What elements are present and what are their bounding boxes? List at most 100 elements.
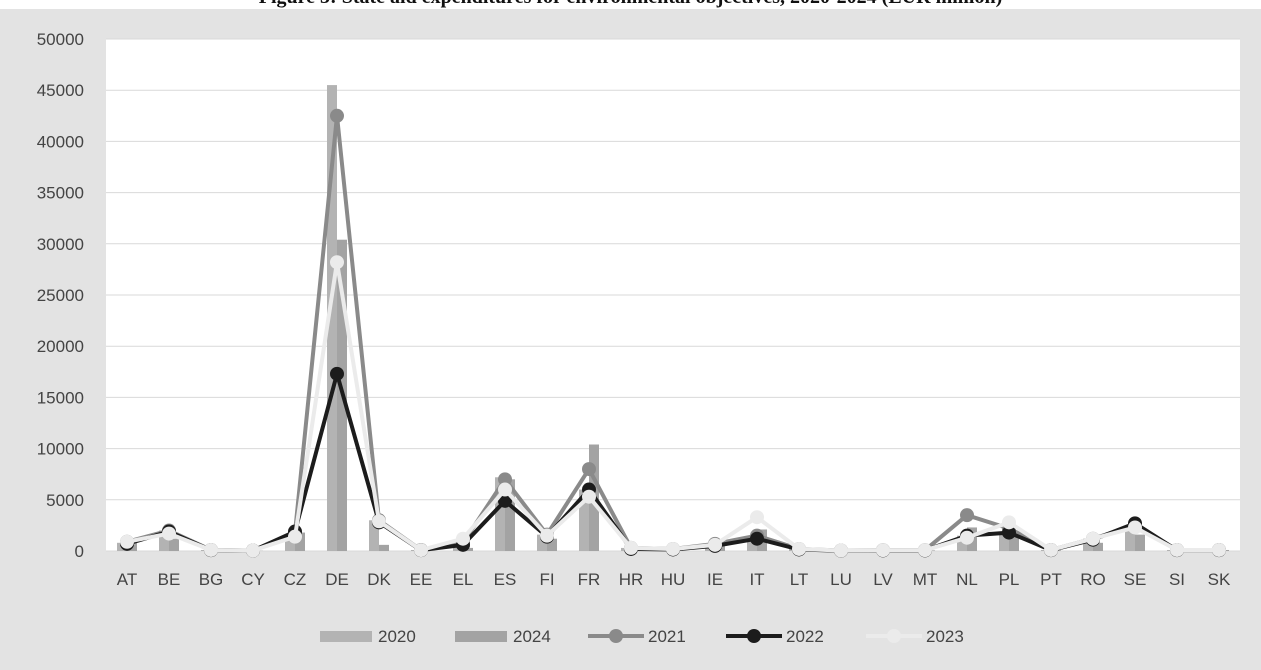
point-2023-EL <box>456 531 470 546</box>
point-2023-BE <box>162 526 176 541</box>
point-2023-FR <box>582 489 596 504</box>
x-tick-label: SE <box>1124 570 1147 589</box>
x-tick-label: IT <box>749 570 764 589</box>
legend-label-2024: 2024 <box>513 627 551 646</box>
bar-2020-FR <box>579 489 589 551</box>
x-tick-label: CY <box>241 570 265 589</box>
figure-title: Figure 3: State aid expenditures for env… <box>0 0 1261 9</box>
x-tick-label: MT <box>913 570 938 589</box>
point-2023-CY <box>246 543 260 558</box>
legend-marker-2021 <box>609 629 623 643</box>
point-2023-AT <box>120 534 134 549</box>
y-tick-label: 30000 <box>37 235 84 254</box>
point-2021-ES <box>498 472 512 487</box>
x-tick-label: DE <box>325 570 349 589</box>
x-tick-label: HR <box>619 570 644 589</box>
point-2023-NL <box>960 530 974 545</box>
legend-marker-2022 <box>747 629 761 643</box>
point-2023-LV <box>876 543 890 558</box>
bar-2020-NL <box>957 535 967 551</box>
point-2023-PL <box>1002 515 1016 530</box>
point-2021-FR <box>582 462 596 477</box>
y-tick-label: 10000 <box>37 440 84 459</box>
x-tick-label: PT <box>1040 570 1062 589</box>
x-axis-ticks: AT BE BG CY CZ DE DK EE EL ES FI FR HR HU IE IT LT LU LV MT… <box>117 570 1231 589</box>
line-series <box>120 108 1226 558</box>
x-tick-label: RO <box>1080 570 1106 589</box>
point-2023-DK <box>372 514 386 529</box>
gridlines <box>106 38 1240 552</box>
x-tick-label: BE <box>158 570 181 589</box>
x-tick-label: FI <box>539 570 554 589</box>
point-2023-SI <box>1170 542 1184 557</box>
legend-swatch-2024 <box>455 631 507 642</box>
point-2023-HR <box>624 540 638 555</box>
point-2023-PT <box>1044 542 1058 557</box>
bar-2024-PL <box>1009 535 1019 551</box>
point-2021-NL <box>960 508 974 523</box>
x-tick-label: FR <box>578 570 601 589</box>
bar-2020-CZ <box>285 535 295 551</box>
y-tick-label: 0 <box>75 542 84 561</box>
x-tick-label: EE <box>410 570 433 589</box>
legend: 2020 2024 2021 2022 2023 <box>320 627 964 646</box>
y-tick-label: 35000 <box>37 184 84 203</box>
bar-2020-SE <box>1125 528 1135 551</box>
legend-marker-2023 <box>887 629 901 643</box>
x-tick-label: SK <box>1208 570 1231 589</box>
y-tick-label: 15000 <box>37 388 84 407</box>
point-2023-HU <box>666 541 680 556</box>
bar-2024-DK <box>379 544 389 551</box>
point-2022-PL <box>1002 525 1016 540</box>
legend-label-2021: 2021 <box>648 627 686 646</box>
point-2023-FI <box>540 528 554 543</box>
x-tick-label: NL <box>956 570 978 589</box>
legend-swatch-2020 <box>320 631 372 642</box>
y-axis-ticks: 0 5000 10000 15000 20000 25000 30000 35000 40000… <box>37 30 84 561</box>
x-tick-label: LV <box>873 570 893 589</box>
bar-2024-CZ <box>295 532 305 551</box>
title-strip: Figure 3: State aid expenditures for env… <box>0 0 1261 9</box>
y-tick-label: 40000 <box>37 132 84 151</box>
x-tick-label: DK <box>367 570 391 589</box>
point-2023-BG <box>204 542 218 557</box>
bar-2020-DK <box>369 520 379 551</box>
y-tick-label: 5000 <box>46 491 84 510</box>
point-2023-RO <box>1086 531 1100 546</box>
bar-2020-IT <box>747 538 757 551</box>
bar-2020-ES <box>495 477 505 551</box>
bar-2020-FI <box>537 534 547 551</box>
point-2023-LT <box>792 541 806 556</box>
x-tick-label: HU <box>661 570 686 589</box>
point-2023-EE <box>414 543 428 558</box>
bar-2024-SE <box>1135 534 1145 551</box>
y-tick-label: 50000 <box>37 30 84 49</box>
x-tick-label: LU <box>830 570 852 589</box>
bar-2024-BE <box>169 538 179 551</box>
legend-label-2023: 2023 <box>926 627 964 646</box>
chart-svg: 0 5000 10000 15000 20000 25000 30000 35000 40000… <box>37 30 1240 646</box>
bar-2020-RO <box>1083 538 1093 551</box>
x-tick-label: AT <box>117 570 137 589</box>
point-2023-ES <box>498 482 512 497</box>
x-tick-label: LT <box>790 570 809 589</box>
x-tick-label: CZ <box>284 570 307 589</box>
point-2023-SE <box>1128 520 1142 535</box>
point-2023-IE <box>708 537 722 552</box>
point-2022-ES <box>498 493 512 508</box>
legend-label-2020: 2020 <box>378 627 416 646</box>
point-2023-DE <box>330 255 344 270</box>
x-tick-label: IE <box>707 570 723 589</box>
point-2022-DE <box>330 366 344 381</box>
x-tick-label: BG <box>199 570 224 589</box>
point-2023-LU <box>834 543 848 558</box>
point-2023-IT <box>750 510 764 525</box>
x-tick-label: PL <box>999 570 1020 589</box>
point-2023-CZ <box>288 529 302 544</box>
bar-2020-PL <box>999 532 1009 551</box>
chart-area: 0 5000 10000 15000 20000 25000 30000 35000 40000… <box>0 9 1261 670</box>
y-tick-label: 20000 <box>37 337 84 356</box>
y-tick-label: 25000 <box>37 286 84 305</box>
y-tick-label: 45000 <box>37 81 84 100</box>
bar-2020-BE <box>159 530 169 551</box>
